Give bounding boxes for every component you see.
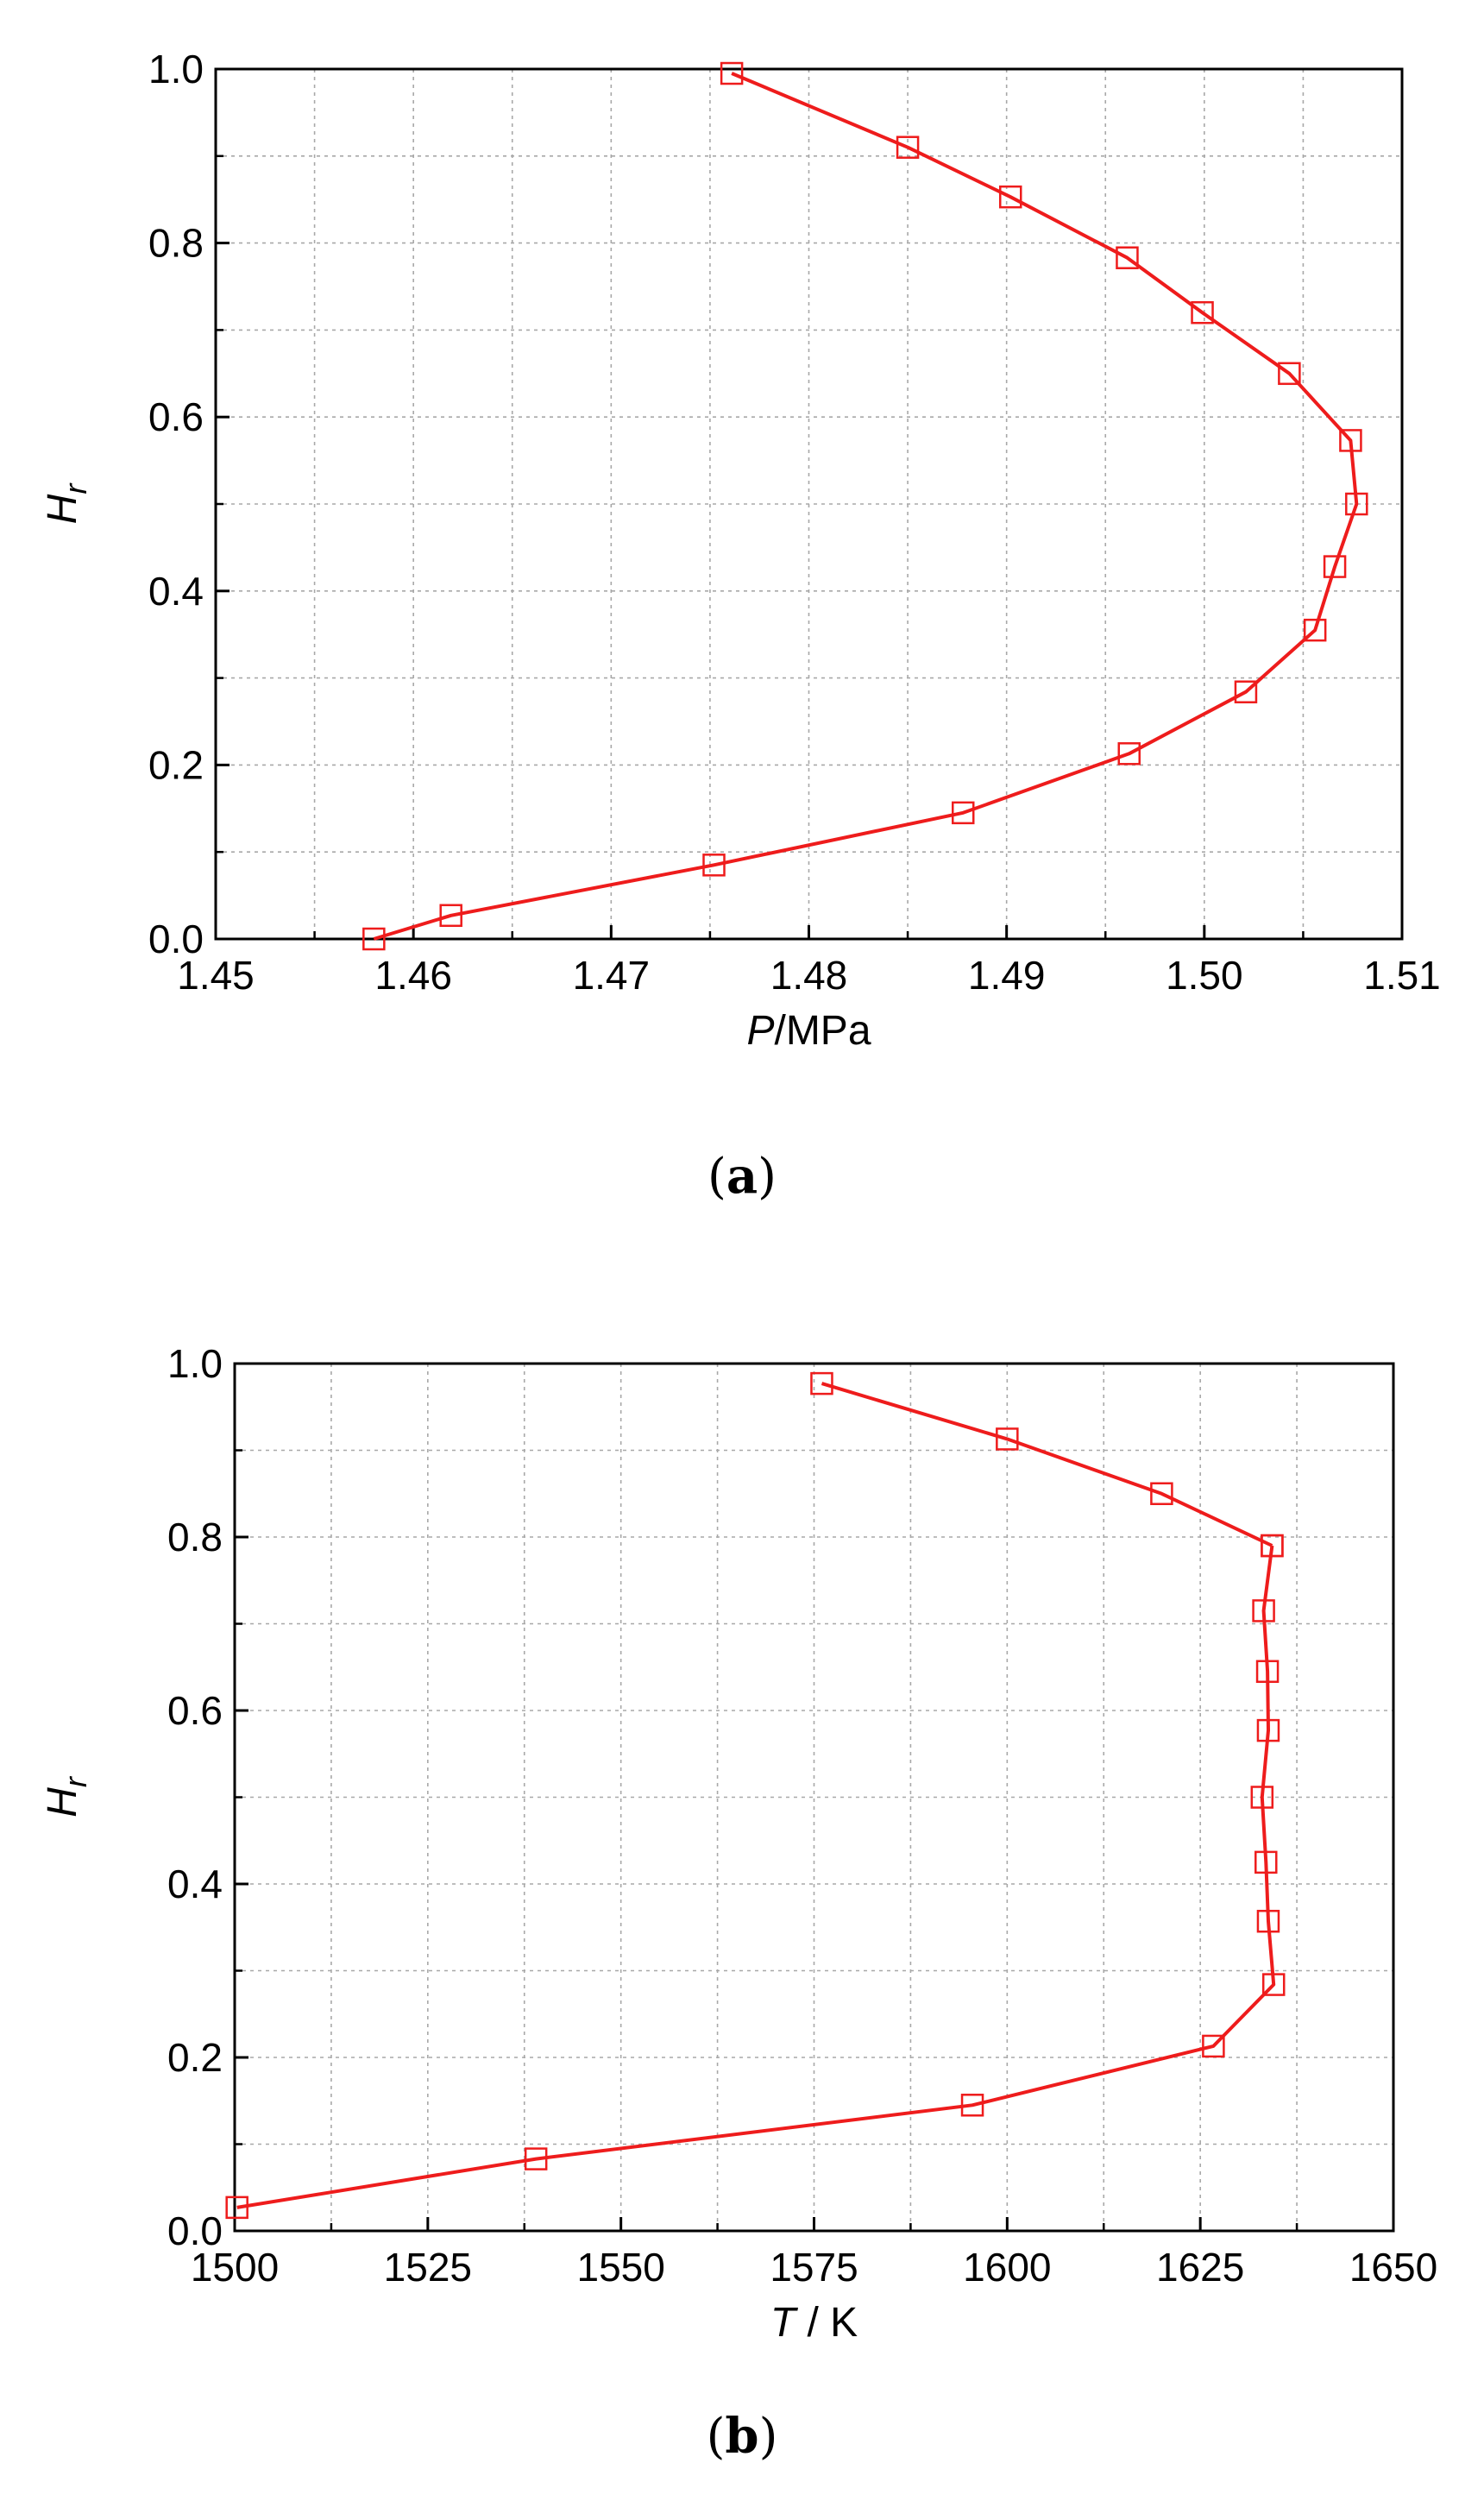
data-point-marker [1252,1599,1275,1622]
data-point-marker [702,854,726,877]
y-tick-label: 1.0 [148,47,204,91]
y-tick-label: 0.0 [148,917,204,961]
y-tick-label: 0.2 [167,2035,223,2080]
data-point-marker [1255,1660,1280,1684]
data-point-marker [1234,680,1258,703]
x-tick-label: 1.49 [968,953,1046,998]
x-tick-label: 1575 [770,2245,858,2290]
data-point-marker [960,2094,984,2117]
series-0 [225,1534,1286,2220]
x-tick-label: 1.46 [374,953,452,998]
data-point-marker [1339,429,1362,452]
data-point-marker [1202,2034,1225,2058]
data-point-marker [1250,1786,1274,1809]
data-point-marker [1254,1850,1278,1874]
data-point-marker [1345,492,1368,516]
ticks: 1.45 1.46 1.47 1.48 1.49 1.50 1.51 0.0 0.2 0.4 0.6… [148,47,1441,998]
data-point-marker [524,2147,548,2170]
data-point-marker [1116,246,1139,269]
data-point-marker [1261,1534,1284,1558]
chart-panel-b: 1500 1525 1550 1575 1600 1625 1650 0.0 0.2 0.4 0.6… [0,1260,1484,2520]
ticks: 1500 1525 1550 1575 1600 1625 1650 0.0 0.2 0.4 0.6… [167,1341,1437,2290]
x-tick-label: 1625 [1156,2245,1244,2290]
data-point-marker [439,904,462,928]
data-point-marker [1150,1482,1173,1505]
data-point-marker [1256,1909,1280,1933]
x-tick-label: 1.47 [573,953,651,998]
data-point-marker [1256,1718,1280,1742]
data-point-marker [810,1371,833,1395]
x-tick-label: 1.45 [177,953,255,998]
chart-a: 1.45 1.46 1.47 1.48 1.49 1.50 1.51 0.0 0.2 0.4 0.6… [40,47,1441,1054]
y-tick-label: 0.0 [167,2208,223,2253]
data-point-marker [362,927,386,951]
data-point-marker [896,135,920,159]
data-point-marker [1278,362,1301,386]
data-point-marker [952,801,975,825]
caption-b: (b) [706,2408,778,2465]
y-tick-label: 0.4 [167,1862,223,1906]
caption-a: (a) [707,1148,777,1205]
y-tick-label: 1.0 [167,1341,223,1386]
y-axis-title: Hr [40,1775,93,1818]
x-tick-label: 1.48 [770,953,848,998]
grid-lines [235,1364,1393,2231]
y-tick-label: 0.2 [148,742,204,787]
data-point-marker [1323,555,1347,578]
series-line [821,1382,1273,1547]
data-point-marker [999,185,1022,209]
data-point-marker [720,61,744,85]
x-tick-label: 1650 [1349,2245,1437,2290]
series-line [236,1545,1276,2209]
data-point-marker [1303,618,1327,642]
data-point-marker [1117,742,1141,765]
y-tick-label: 0.8 [148,221,204,266]
series-1 [810,1371,1284,1558]
y-tick-label: 0.6 [167,1688,223,1733]
x-tick-label: 1.51 [1363,953,1441,998]
x-tick-label: 1.50 [1166,953,1243,998]
data-point-marker [1261,1973,1286,1996]
series-0 [362,61,1368,951]
data-point-marker [1191,300,1214,324]
x-tick-label: 1525 [384,2245,472,2290]
x-tick-label: 1500 [191,2245,279,2290]
grid-lines [216,69,1402,939]
y-tick-label: 0.8 [167,1515,223,1559]
chart-b: 1500 1525 1550 1575 1600 1625 1650 0.0 0.2 0.4 0.6… [40,1341,1437,2346]
y-tick-label: 0.6 [148,394,204,439]
series-line [373,72,1359,941]
x-axis-title: T / K [770,2300,858,2346]
x-tick-label: 1600 [963,2245,1051,2290]
chart-panel-a: 1.45 1.46 1.47 1.48 1.49 1.50 1.51 0.0 0.2 0.4 0.6… [40,47,1441,1205]
y-axis-title: Hr [40,482,93,525]
x-tick-label: 1550 [576,2245,664,2290]
data-point-marker [225,2196,248,2220]
x-axis-title: P/MPa [746,1008,871,1054]
data-point-marker [996,1427,1019,1451]
y-tick-label: 0.4 [148,569,204,614]
